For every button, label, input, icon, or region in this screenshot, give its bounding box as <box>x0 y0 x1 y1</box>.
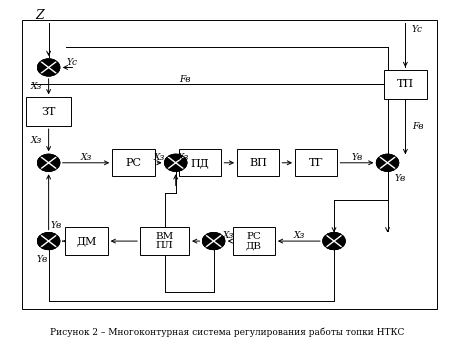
Polygon shape <box>334 233 345 249</box>
Polygon shape <box>49 233 59 249</box>
Polygon shape <box>38 59 49 76</box>
Bar <box>22 20 437 309</box>
Text: Xз: Xз <box>31 82 42 91</box>
Circle shape <box>38 59 60 76</box>
Text: РС
ДВ: РС ДВ <box>246 232 262 251</box>
Text: ЗТ: ЗТ <box>41 107 56 117</box>
Text: Рисунок 2 – Многоконтурная система регулирования работы топки НТКС: Рисунок 2 – Многоконтурная система регул… <box>50 328 404 337</box>
Circle shape <box>38 233 60 249</box>
Bar <box>232 227 275 255</box>
Bar <box>179 149 222 176</box>
Polygon shape <box>176 154 187 171</box>
Polygon shape <box>165 154 176 171</box>
Polygon shape <box>49 154 59 171</box>
Text: ДМ: ДМ <box>76 236 97 246</box>
Text: Yc: Yc <box>66 58 78 67</box>
Text: Yв: Yв <box>51 221 62 230</box>
Bar <box>140 227 189 255</box>
Circle shape <box>202 233 225 249</box>
Polygon shape <box>38 233 49 249</box>
Circle shape <box>376 154 399 171</box>
Text: Yв: Yв <box>351 153 362 162</box>
Text: Xз: Xз <box>178 153 188 162</box>
Text: Z: Z <box>35 9 44 21</box>
Polygon shape <box>323 233 334 249</box>
Circle shape <box>38 154 60 171</box>
Text: ВМ
ПЛ: ВМ ПЛ <box>155 232 174 251</box>
Polygon shape <box>49 59 59 76</box>
Text: Yв: Yв <box>36 255 48 264</box>
Bar <box>65 227 108 255</box>
Text: Xз: Xз <box>293 231 305 240</box>
Circle shape <box>323 233 345 249</box>
Bar <box>295 149 337 176</box>
Text: Fв: Fв <box>412 122 424 131</box>
Polygon shape <box>38 154 49 171</box>
Text: ТП: ТП <box>397 80 414 90</box>
Circle shape <box>164 154 187 171</box>
Polygon shape <box>388 154 399 171</box>
Bar <box>26 97 71 126</box>
Text: Xз: Xз <box>80 153 92 162</box>
Polygon shape <box>214 233 225 249</box>
Text: Fв: Fв <box>179 75 191 84</box>
Text: РС: РС <box>125 158 141 168</box>
Text: Xз: Xз <box>223 231 234 240</box>
Text: ВП: ВП <box>249 158 267 168</box>
Text: Xз: Xз <box>31 136 42 145</box>
Polygon shape <box>202 233 214 249</box>
Polygon shape <box>377 154 388 171</box>
Text: Yc: Yc <box>412 25 423 34</box>
Bar <box>112 149 154 176</box>
Bar <box>237 149 279 176</box>
Bar <box>384 70 427 99</box>
Text: ПД: ПД <box>191 158 210 168</box>
Text: Xз: Xз <box>154 153 165 162</box>
Text: Yв: Yв <box>394 174 405 183</box>
Text: ТГ: ТГ <box>309 158 324 168</box>
